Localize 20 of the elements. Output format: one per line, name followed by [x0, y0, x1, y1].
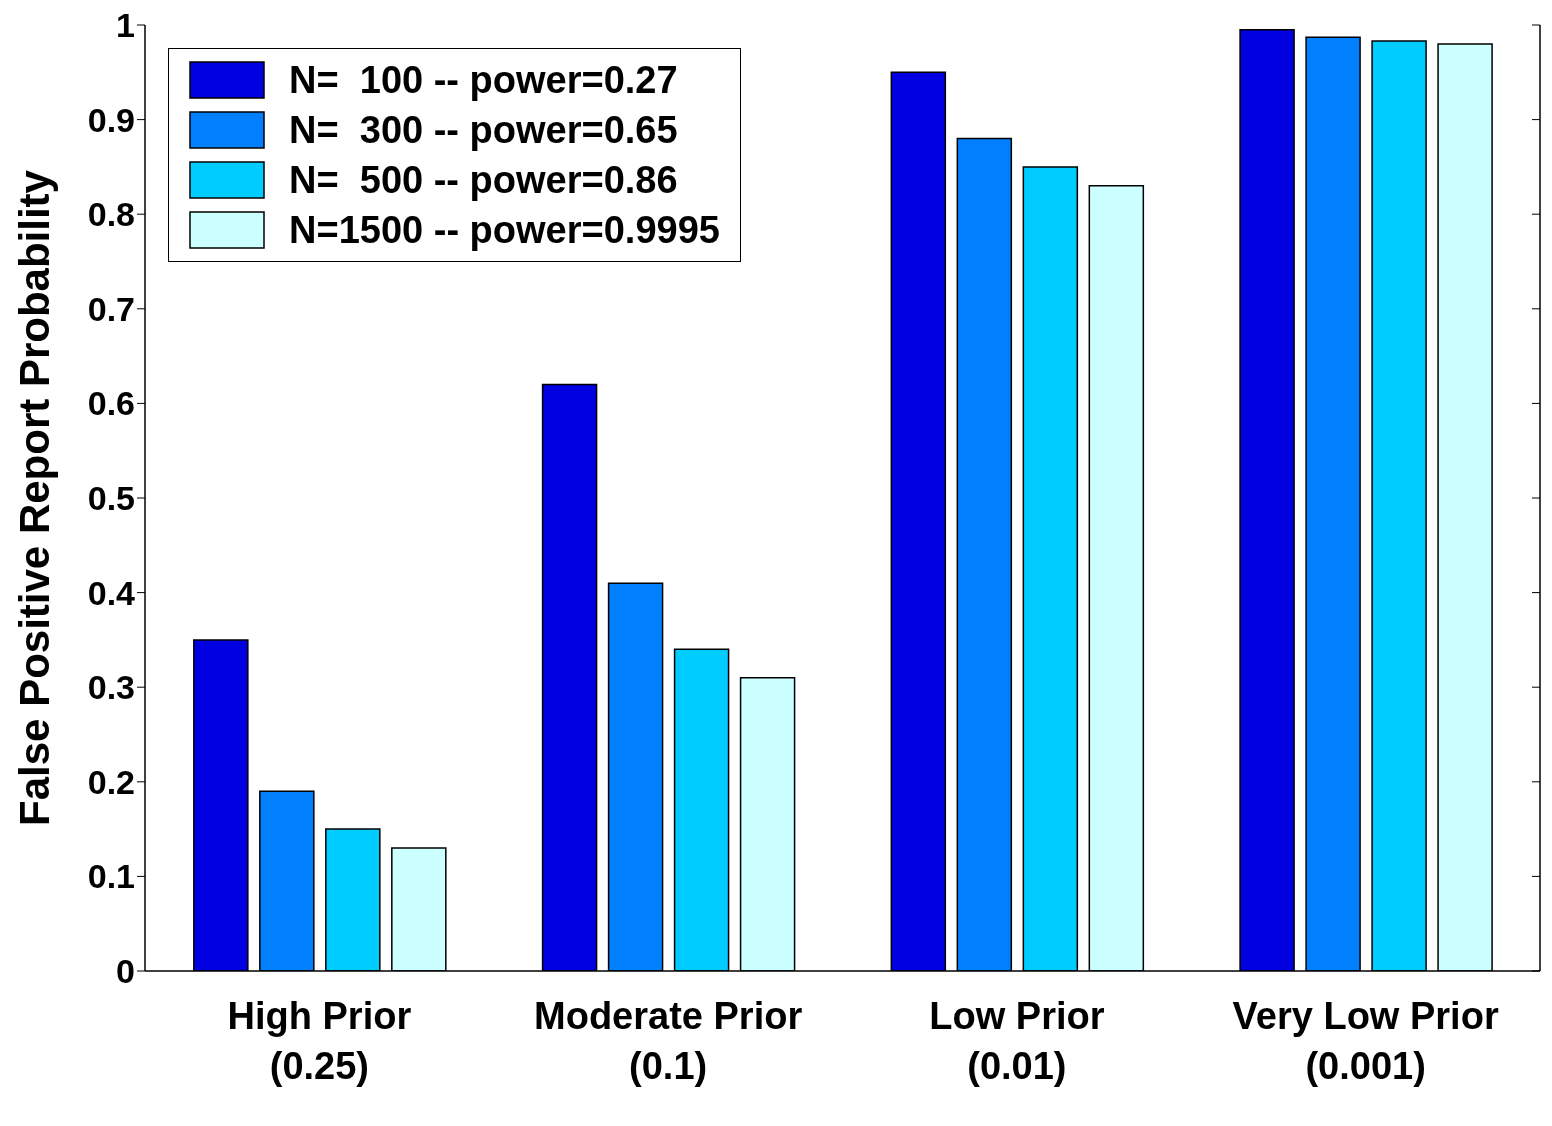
y-tick-label: 0.6: [87, 384, 135, 423]
legend-label: N= 100 -- power=0.27: [289, 58, 678, 102]
y-axis-title: False Positive Report Probability: [10, 169, 58, 826]
x-tick-label: Very Low Prior (0.001): [1232, 995, 1499, 1087]
y-tick-label: 0.5: [87, 479, 135, 518]
legend-label: N= 300 -- power=0.65: [289, 108, 678, 152]
legend-label: N=1500 -- power=0.9995: [289, 208, 720, 252]
y-tick-label: 0.7: [87, 289, 135, 328]
x-tick-label: Low Prior (0.01): [929, 995, 1105, 1087]
y-tick-label: 0.1: [87, 857, 135, 896]
y-tick-label: 0.9: [87, 100, 135, 139]
y-tick-label: 0.8: [87, 195, 135, 234]
y-tick-label: 0.3: [87, 668, 135, 707]
x-tick-label: Moderate Prior (0.1): [534, 995, 803, 1087]
x-tick-label: High Prior (0.25): [227, 995, 412, 1087]
y-tick-label: 0.2: [87, 762, 135, 801]
legend-label: N= 500 -- power=0.86: [289, 158, 678, 202]
y-tick-label: 0: [116, 952, 135, 991]
y-tick-label: 0.4: [87, 573, 136, 612]
y-tick-label: 1: [116, 6, 135, 45]
